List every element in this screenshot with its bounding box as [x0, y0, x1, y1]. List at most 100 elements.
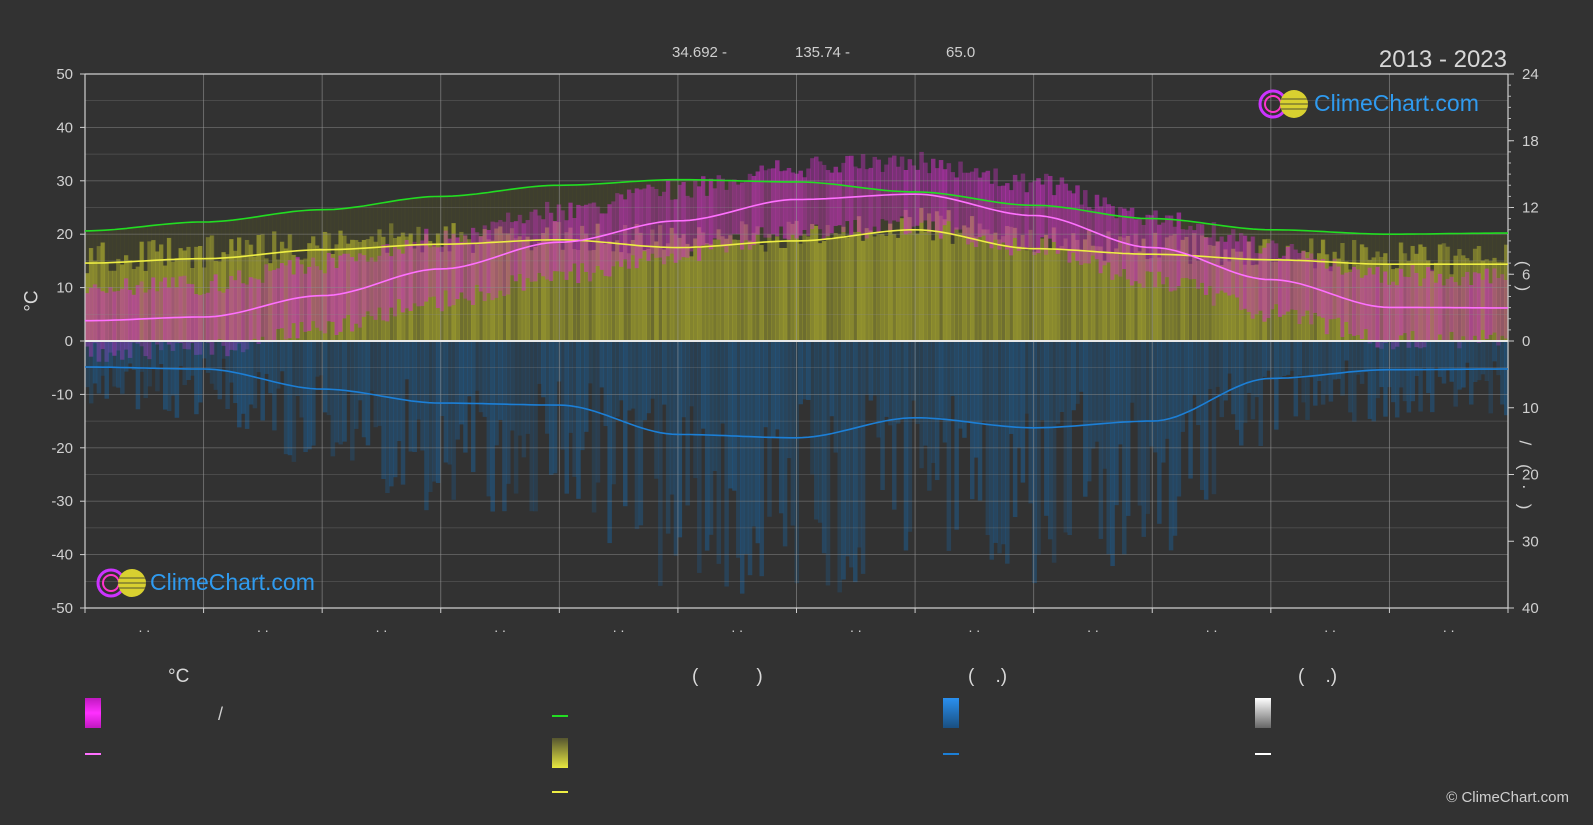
rain-day-bar — [509, 341, 515, 431]
temp-day-bar — [268, 270, 273, 343]
rain-day-bar — [264, 341, 269, 374]
temp-day-bar — [587, 203, 593, 282]
temp-day-bar — [872, 156, 878, 227]
temp-day-bar — [1406, 277, 1412, 348]
temp-day-bar — [849, 155, 854, 237]
daylight-day-bar — [545, 185, 550, 228]
daylight-day-bar — [580, 184, 585, 226]
sunshine-day-bar — [763, 251, 768, 341]
right-bottom-tick-label: 20 — [1522, 467, 1539, 484]
rain-day-bar — [969, 341, 975, 500]
sunshine-day-bar — [541, 233, 546, 341]
sunshine-day-bar — [927, 213, 932, 341]
daylight-day-bar — [1293, 230, 1299, 261]
rain-day-bar — [673, 341, 679, 556]
month-tick-label: . . — [731, 619, 743, 635]
rain-day-bar — [880, 341, 885, 491]
daylight-day-bar — [1028, 205, 1033, 230]
sunshine-day-bar — [638, 232, 644, 341]
daylight-day-bar — [451, 196, 456, 224]
sunshine-day-bar — [482, 229, 488, 341]
sunshine-day-bar — [104, 262, 109, 341]
temp-day-bar — [1430, 269, 1435, 342]
rain-day-bar — [685, 341, 690, 506]
daylight-day-bar — [1355, 233, 1361, 265]
temp-day-bar — [911, 165, 917, 227]
rain-day-bar — [1262, 341, 1267, 377]
sunshine-day-bar — [1090, 245, 1096, 341]
sunshine-day-bar — [1461, 255, 1466, 341]
daylight-day-bar — [747, 181, 753, 241]
temp-day-bar — [1332, 258, 1338, 319]
sunshine-day-bar — [1480, 260, 1486, 341]
daylight-day-bar — [911, 191, 917, 230]
sunshine-day-bar — [849, 235, 854, 341]
temp-day-bar — [576, 204, 581, 284]
rain-day-bar — [1301, 341, 1306, 403]
daylight-day-bar — [888, 190, 893, 224]
temp-day-bar — [151, 277, 156, 341]
rain-day-bar — [404, 341, 410, 380]
daylight-day-bar — [541, 185, 546, 234]
sunshine-day-bar — [829, 237, 835, 341]
temp-day-bar — [853, 166, 858, 221]
sunshine-day-bar — [736, 239, 741, 341]
daylight-day-bar — [802, 181, 807, 235]
sunshine-day-bar — [143, 270, 148, 341]
temp-day-bar — [474, 232, 480, 285]
sunshine-day-bar — [895, 237, 901, 341]
temp-day-bar — [225, 288, 230, 357]
daylight-day-bar — [213, 221, 219, 261]
daylight-day-bar — [1383, 234, 1388, 254]
sunshine-day-bar — [1168, 235, 1174, 341]
temp-day-bar — [1484, 268, 1490, 339]
temp-day-bar — [229, 275, 234, 350]
daylight-day-bar — [201, 221, 207, 268]
longitude-label: 135.74 - — [795, 44, 851, 61]
daylight-day-bar — [1192, 221, 1197, 234]
temp-day-bar — [120, 288, 125, 360]
sunshine-day-bar — [1445, 246, 1451, 341]
sunshine-day-bar — [1430, 271, 1435, 341]
daylight-day-bar — [1324, 231, 1330, 255]
sunshine-day-bar — [806, 236, 811, 341]
daylight-day-bar — [502, 190, 507, 234]
sunshine-day-bar — [509, 228, 515, 341]
daylight-day-bar — [1118, 215, 1123, 237]
rain-day-bar — [190, 341, 195, 376]
temp-day-bar — [1207, 237, 1213, 287]
daylight-day-bar — [400, 199, 406, 233]
rain-day-bar — [1398, 341, 1404, 388]
temp-day-bar — [1461, 276, 1466, 337]
daylight-day-bar — [1102, 213, 1108, 261]
temp-day-bar — [1359, 277, 1365, 339]
rain-day-bar — [1441, 341, 1447, 384]
month-tick-label: . . — [257, 619, 269, 635]
sunshine-day-bar — [591, 249, 597, 341]
rain-day-bar — [346, 341, 351, 393]
rain-day-bar — [915, 341, 920, 424]
sunshine-day-bar — [529, 250, 534, 341]
sunshine-day-bar — [1371, 257, 1377, 341]
temp-day-bar — [884, 164, 889, 221]
sunshine-day-bar — [642, 249, 648, 341]
sunshine-day-bar — [431, 246, 437, 341]
rain-day-bar — [1430, 341, 1435, 413]
temp-day-bar — [708, 178, 714, 250]
rain-day-bar — [763, 341, 768, 428]
temp-day-bar — [1437, 273, 1443, 335]
rain-day-bar — [619, 341, 624, 401]
sunshine-day-bar — [1250, 265, 1256, 341]
legend-sun-head: ( ) — [692, 666, 763, 687]
rain-day-bar — [1363, 341, 1369, 373]
rain-day-bar — [841, 341, 846, 580]
daylight-day-bar — [431, 196, 437, 247]
rain-day-bar — [260, 341, 265, 421]
daylight-day-bar — [572, 185, 577, 250]
daylight-day-bar — [369, 205, 375, 237]
temp-day-bar — [486, 229, 492, 294]
daylight-day-bar — [895, 191, 901, 238]
rain-day-bar — [892, 341, 897, 510]
daylight-day-bar — [295, 211, 301, 259]
rain-day-bar — [985, 341, 991, 536]
